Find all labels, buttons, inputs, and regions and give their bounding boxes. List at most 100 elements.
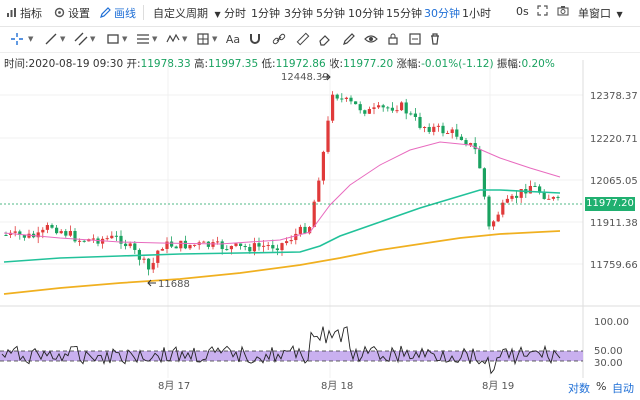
percent-scale-button[interactable]: % [596,380,607,393]
high-label: 高: [194,58,209,70]
text-tool-icon[interactable]: Aa [225,32,241,46]
crosshair-icon[interactable] [8,30,26,48]
change-value: -0.01%(-1.12) [421,58,494,70]
low-marker: 11688 [158,279,190,290]
log-scale-button[interactable]: 对数 [568,382,590,395]
candle-body [432,126,436,132]
period-tab-2[interactable]: 3分钟 [284,7,313,20]
open-label: 开: [126,58,141,70]
candle-body [340,98,344,100]
candle-body [519,189,523,198]
pattern-tool-icon[interactable] [164,30,182,48]
interval-value[interactable]: 0s [516,5,529,18]
candle-body [551,196,555,199]
settings-label: 设置 [68,7,90,20]
visibility-icon[interactable] [406,30,424,48]
chevron-down-icon[interactable]: ▼ [28,35,34,43]
period-tab-1[interactable]: 1分钟 [251,7,280,20]
rectangle-tool-icon[interactable] [104,30,122,48]
window-mode-dropdown[interactable]: 单窗口 ▼ [578,5,623,21]
candle-body [68,230,72,236]
candle-body [110,235,114,239]
candle-body [455,129,459,137]
period-tab-6[interactable]: 30分钟 [424,7,460,20]
chevron-down-icon[interactable]: ▼ [182,35,188,43]
chevron-down-icon[interactable]: ▼ [122,35,128,43]
candle-body [262,245,266,247]
chevron-down-icon[interactable]: ▼ [212,35,218,43]
ruler-icon[interactable] [294,30,312,48]
camera-icon[interactable] [557,5,569,19]
candle-body [289,240,293,242]
candle-body [96,238,100,244]
chevron-down-icon[interactable]: ▼ [90,35,96,43]
price-axis-label: 11759.66 [590,260,638,271]
candle-body [303,226,307,234]
channel-tool-icon[interactable] [72,30,90,48]
eye-icon[interactable] [362,30,380,48]
date-label: 8月 18 [321,380,353,392]
measure-tool-icon[interactable] [194,30,212,48]
candle-body [45,225,49,230]
candle-body [400,102,404,111]
window-mode-label: 单窗口 [578,7,611,20]
candle-body [542,192,546,199]
candle-body [501,202,505,215]
chevron-down-icon[interactable]: ▼ [60,35,66,43]
candle-body [409,113,413,115]
candle-body [170,241,174,247]
line-tool-icon[interactable] [42,30,60,48]
close-label: 收: [329,58,344,70]
candle-body [515,195,519,198]
candle-body [248,247,252,252]
settings-button[interactable]: 设置 [54,5,90,21]
candle-body [275,248,279,251]
chevron-down-icon: ▼ [214,10,221,19]
indicator-label: 指标 [20,7,42,20]
period-tab-7[interactable]: 1小时 [462,7,491,20]
draw-icon[interactable] [340,30,358,48]
period-tab-5[interactable]: 15分钟 [386,7,422,20]
fib-tool-icon[interactable] [134,30,152,48]
candle-body [308,227,312,234]
trash-icon[interactable] [426,30,444,48]
time-label: 时间: [4,58,29,70]
candle-body [211,242,215,247]
candle-body [202,241,206,243]
custom-period-dropdown[interactable]: 自定义周期 ▼ [153,5,221,21]
chevron-down-icon[interactable]: ▼ [152,35,158,43]
magnet-icon[interactable] [246,30,264,48]
candle-body [312,201,316,228]
candle-body [4,235,8,236]
candle-body [165,241,169,249]
eraser-icon[interactable] [316,30,334,48]
candle-body [216,241,220,243]
period-tab-3[interactable]: 5分钟 [316,7,345,20]
candle-body [147,258,151,270]
gear-icon [54,7,65,18]
candle-body [354,101,358,105]
candle-body [469,143,473,145]
auto-scale-button[interactable]: 自动 [612,382,634,395]
ohlc-info-line: 时间:2020-08-19 09:30 开:11978.33 高:11997.3… [4,56,555,71]
price-axis-label: 12378.37 [590,91,638,102]
ma-pink-line [3,141,561,245]
open-value: 11978.33 [140,58,191,70]
candle-body [386,107,390,109]
period-tab-4[interactable]: 10分钟 [348,7,384,20]
candle-body [326,120,330,152]
candle-body [183,240,187,249]
fullscreen-icon[interactable] [537,5,548,19]
link-icon[interactable] [270,30,288,48]
candle-body [280,243,284,251]
candle-body [298,226,302,234]
indicator-button[interactable]: 指标 [6,5,42,21]
candle-body [160,248,164,251]
period-tab-0[interactable]: 分时 [224,7,246,20]
candle-body [257,243,261,247]
lock-icon[interactable] [384,30,402,48]
drawline-button[interactable]: 画线 [100,5,136,21]
time-value: 2020-08-19 09:30 [28,58,124,70]
candle-body [377,105,381,108]
